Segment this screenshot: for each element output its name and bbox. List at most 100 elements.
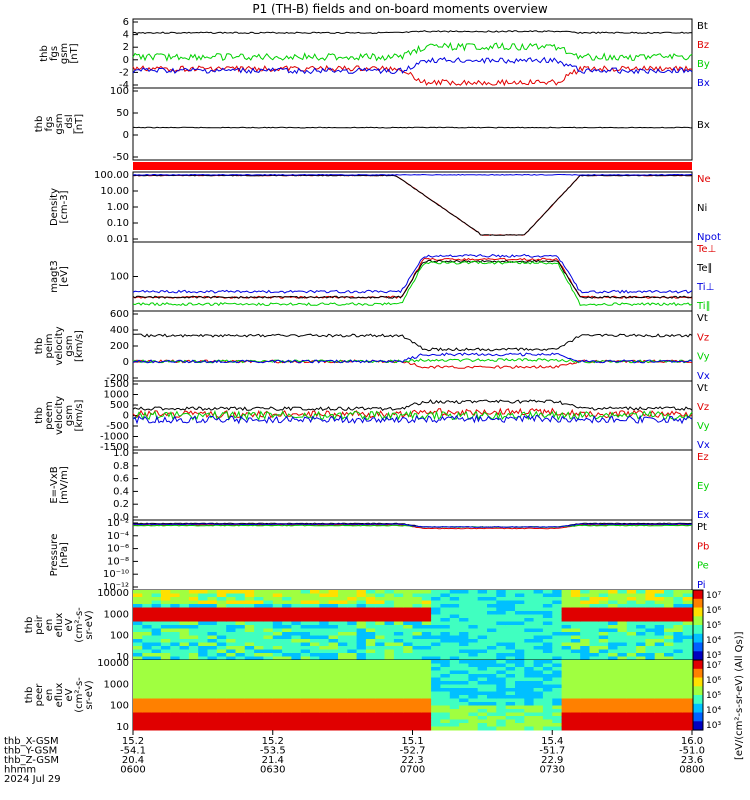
heatmap-cell (375, 656, 385, 661)
heatmap-cell (133, 660, 143, 664)
heatmap-cell (626, 709, 637, 713)
heatmap-cell (608, 600, 618, 605)
heatmap-cell (403, 684, 413, 689)
heatmap-cell (365, 607, 376, 612)
heatmap-cell (403, 611, 413, 615)
heatmap-cell (570, 632, 581, 636)
heatmap-cell (216, 593, 227, 598)
heatmap-cell (282, 600, 292, 605)
heatmap-cell (328, 642, 339, 647)
heatmap-cell (198, 716, 208, 720)
heatmap-cell (226, 684, 236, 689)
heatmap-cell (207, 625, 218, 629)
legend-By: By (697, 59, 710, 70)
heatmap-cell (673, 663, 684, 668)
heatmap-cell (412, 625, 423, 629)
y-tick-label: 4 (123, 30, 129, 41)
heatmap-cell (179, 621, 190, 626)
heatmap-cell (580, 691, 590, 696)
heatmap-cell (272, 663, 283, 668)
heatmap-cell (226, 674, 236, 678)
heatmap-cell (393, 688, 404, 692)
heatmap-cell (151, 593, 162, 598)
heatmap-cell (561, 681, 572, 685)
heatmap-cell (496, 726, 507, 731)
heatmap-cell (160, 635, 171, 640)
heatmap-cell (319, 646, 330, 650)
panel-frame (132, 310, 693, 382)
heatmap-cell (207, 726, 218, 731)
heatmap-cell (142, 712, 153, 717)
heatmap-cell (272, 635, 283, 640)
y-tick-label: 10 (116, 652, 129, 663)
x-row-value: 15.4 (541, 736, 563, 747)
heatmap-cell (440, 674, 451, 678)
heatmap-cell (263, 635, 274, 640)
heatmap-cell (188, 611, 199, 615)
heatmap-cell (608, 684, 618, 689)
heatmap-cell (235, 667, 246, 671)
heatmap-cell (338, 593, 348, 598)
heatmap-cell (347, 667, 358, 671)
heatmap-cell (496, 625, 507, 629)
heatmap-cell (319, 649, 330, 654)
heatmap-cell (524, 674, 535, 678)
heatmap-cell (468, 597, 479, 601)
heatmap-cell (682, 702, 693, 706)
heatmap-cell (580, 705, 590, 710)
heatmap-cell (542, 632, 553, 636)
heatmap-cell (347, 611, 358, 615)
heatmap-cell (487, 705, 497, 710)
heatmap-cell (589, 618, 600, 622)
heatmap-cell (598, 653, 609, 657)
heatmap-cell (477, 677, 488, 682)
heatmap-cell (654, 726, 665, 731)
heatmap-cell (552, 614, 563, 619)
heatmap-cell (291, 614, 302, 619)
heatmap-cell (459, 702, 469, 706)
heatmap-cell (542, 705, 553, 710)
heatmap-cell (272, 618, 283, 622)
heatmap-cell (542, 709, 553, 713)
heatmap-cell (338, 590, 348, 594)
heatmap-cell (580, 719, 590, 724)
heatmap-cell (636, 614, 646, 619)
heatmap-cell (365, 621, 376, 626)
heatmap-cell (142, 691, 153, 696)
heatmap-cell (636, 723, 646, 727)
heatmap-cell (291, 695, 302, 699)
heatmap-cell (487, 712, 497, 717)
colorbar-band (693, 721, 703, 731)
heatmap-cell (524, 677, 535, 682)
heatmap-cell (561, 702, 572, 706)
heatmap-cell (542, 691, 553, 696)
heatmap-cell (133, 705, 143, 710)
heatmap-cell (636, 684, 646, 689)
heatmap-cell (636, 670, 646, 675)
heatmap-cell (505, 698, 516, 703)
heatmap-cell (682, 625, 693, 629)
heatmap-cell (598, 639, 609, 643)
heatmap-cell (673, 614, 684, 619)
heatmap-cell (235, 614, 246, 619)
heatmap-cell (421, 632, 432, 636)
heatmap-cell (496, 677, 507, 682)
heatmap-cell (300, 593, 311, 598)
heatmap-cell (524, 607, 535, 612)
heatmap-cell (216, 646, 227, 650)
heatmap-cell (589, 726, 600, 731)
heatmap-cell (291, 611, 302, 615)
heatmap-cell (244, 607, 255, 612)
heatmap-cell (244, 635, 255, 640)
heatmap-cell (598, 625, 609, 629)
heatmap-cell (673, 719, 684, 724)
heatmap-cell (682, 723, 693, 727)
heatmap-cell (542, 621, 553, 626)
heatmap-cell (431, 653, 441, 657)
heatmap-cell (459, 698, 469, 703)
heatmap-cell (626, 621, 637, 626)
heatmap-cell (216, 684, 227, 689)
heatmap-cell (160, 688, 171, 692)
heatmap-cell (449, 674, 460, 678)
heatmap-cell (198, 649, 208, 654)
